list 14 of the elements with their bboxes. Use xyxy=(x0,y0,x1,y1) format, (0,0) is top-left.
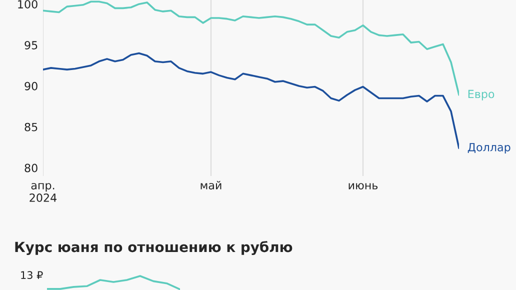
x-tick-label: июнь xyxy=(348,183,378,190)
y-tick-label: 85 xyxy=(24,122,38,132)
y-tick-label: 100 xyxy=(18,0,38,8)
y-tick-label: 95 xyxy=(24,41,38,50)
series-label: Евро xyxy=(468,90,494,100)
line-series xyxy=(43,0,459,96)
line-series xyxy=(43,52,459,150)
y-tick-label: 90 xyxy=(24,82,38,90)
annotation: 13 ₽ xyxy=(21,271,43,280)
x-tick-label: апр. 2024 xyxy=(30,183,57,202)
series-label: Доллар xyxy=(468,143,510,154)
x-tick-label: май xyxy=(200,180,222,190)
y-tick-label: 80 xyxy=(24,164,38,172)
chart-title: Курс юаня по отношению к рублю xyxy=(15,241,292,255)
